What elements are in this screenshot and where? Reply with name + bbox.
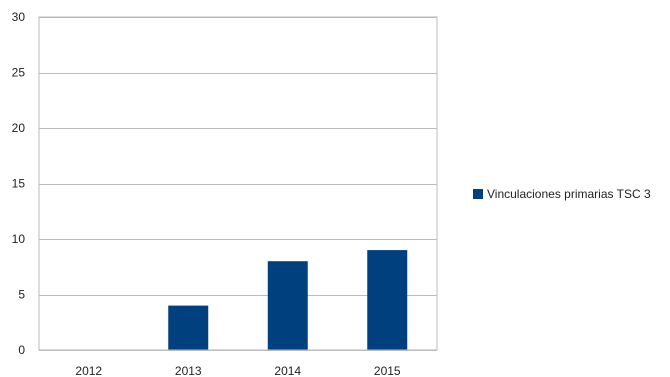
y-tick-labels: 0 5 10 15 20 25 30 bbox=[12, 10, 26, 357]
plot-area-border bbox=[38, 16, 438, 351]
y-tick-label: 25 bbox=[12, 66, 26, 80]
bar bbox=[367, 250, 408, 350]
x-tick-labels: 2012 2013 2014 2015 bbox=[75, 364, 401, 377]
y-tick-label: 30 bbox=[12, 10, 26, 24]
x-tick-label: 2014 bbox=[274, 364, 301, 377]
legend-swatch bbox=[473, 189, 483, 199]
x-tick-label: 2015 bbox=[374, 364, 401, 377]
legend: Vinculaciones primarias TSC 3 bbox=[473, 187, 651, 201]
legend-label: Vinculaciones primarias TSC 3 bbox=[487, 187, 651, 201]
x-tick-label: 2013 bbox=[175, 364, 202, 377]
y-tick-label: 0 bbox=[18, 343, 25, 357]
y-tick-label: 10 bbox=[12, 232, 26, 246]
y-tick-label: 20 bbox=[12, 121, 26, 135]
bar bbox=[267, 261, 308, 350]
bars bbox=[168, 250, 408, 350]
y-tick-label: 15 bbox=[12, 177, 26, 191]
x-tick-label: 2012 bbox=[75, 364, 102, 377]
bar bbox=[168, 305, 209, 350]
y-tick-label: 5 bbox=[18, 288, 25, 302]
